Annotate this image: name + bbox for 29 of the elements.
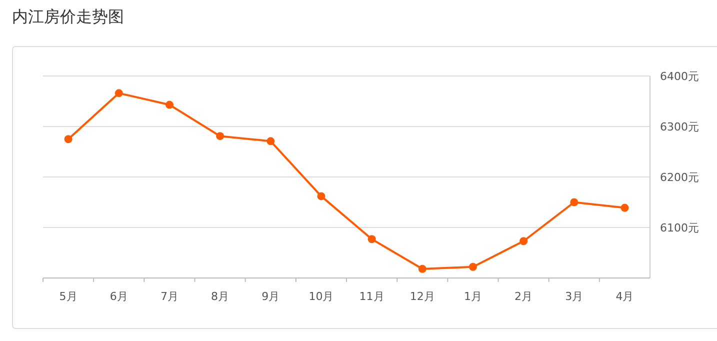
x-tick-label: 7月 (160, 290, 178, 303)
point (64, 135, 72, 144)
point (620, 204, 629, 212)
y-tick-label: 6200元 (660, 171, 699, 184)
x-tick-label: 4月 (616, 290, 634, 303)
x-tick-label: 12月 (410, 290, 435, 303)
point (468, 262, 477, 271)
point (114, 89, 123, 98)
x-tick-label: 10月 (308, 290, 334, 303)
x-tick-label: 6月 (110, 290, 128, 303)
y-tick-label: 6100元 (660, 222, 699, 234)
x-tick-label: 8月 (211, 290, 230, 303)
x-tick-label: 11月 (359, 290, 384, 303)
point (418, 264, 426, 273)
point (570, 198, 578, 206)
x-tick-label: 2月 (514, 290, 533, 303)
x-tick-label: 9月 (262, 290, 280, 303)
y-tick-label: 6300元 (660, 120, 699, 134)
chart-title: 内江房价走势图 (12, 7, 124, 26)
y-tick-label: 6400元 (660, 70, 699, 83)
x-tick-label: 3月 (565, 290, 584, 303)
point (266, 137, 275, 146)
x-tick-label: 1月 (464, 290, 482, 303)
point (216, 132, 224, 140)
point (165, 100, 174, 109)
point (520, 237, 528, 246)
x-tick-label: 5月 (59, 290, 78, 303)
point (317, 192, 326, 200)
point (368, 235, 376, 244)
